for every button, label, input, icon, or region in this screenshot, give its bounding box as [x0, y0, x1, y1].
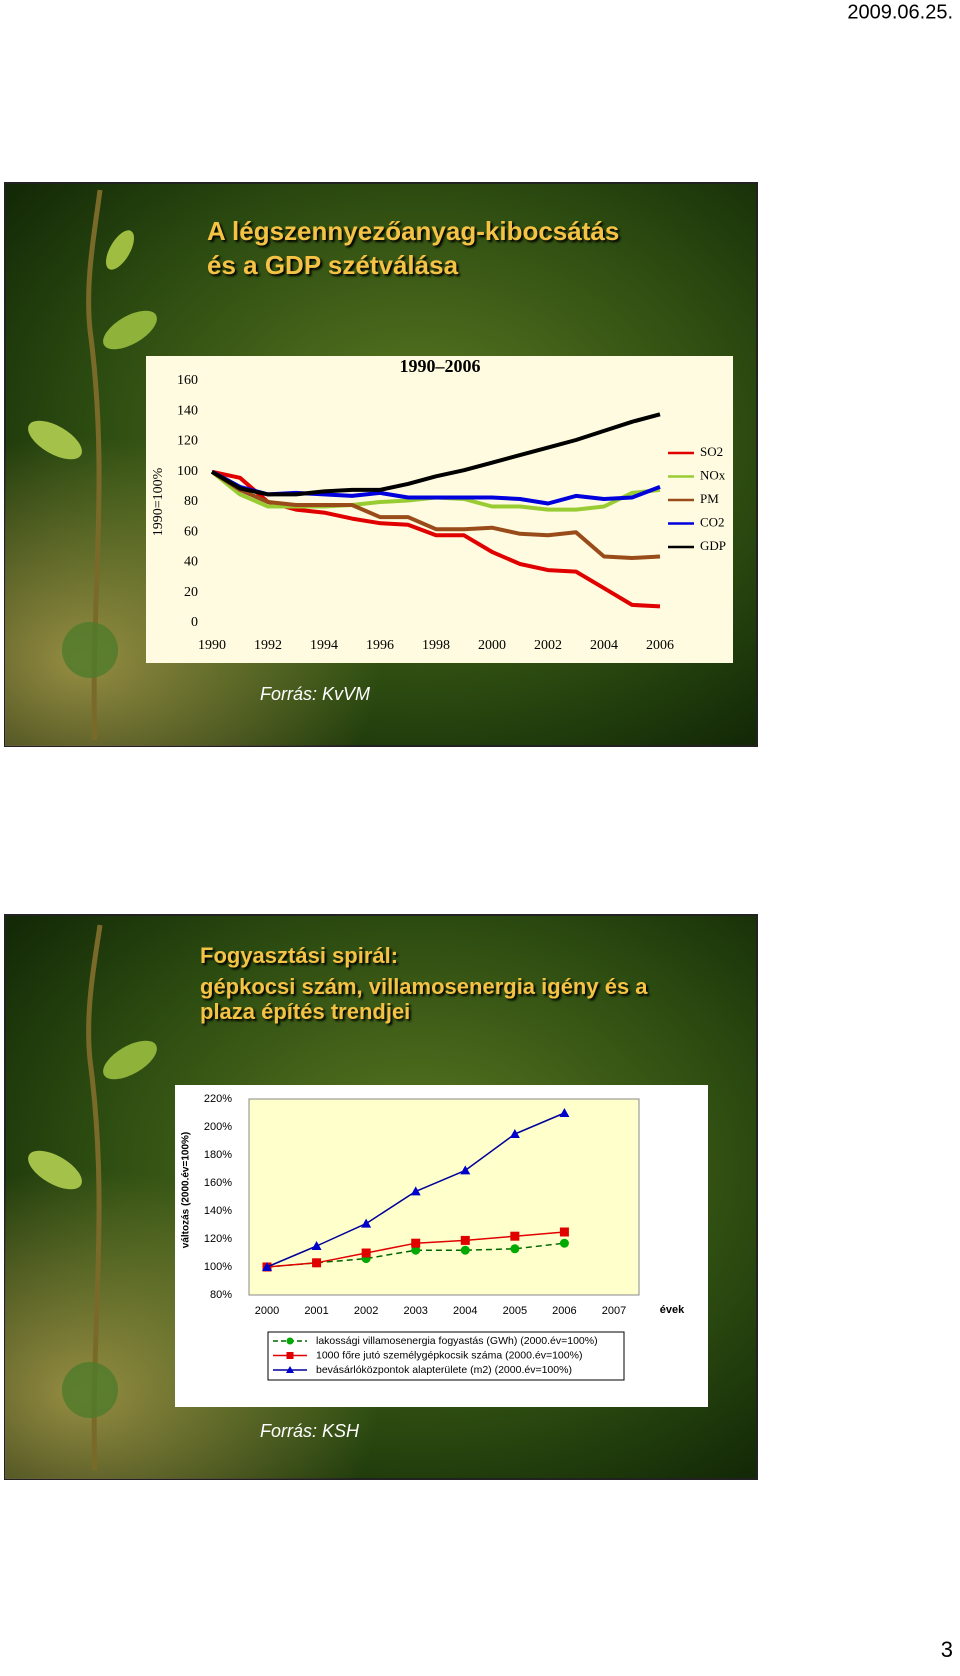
marker	[411, 1245, 421, 1255]
x-tick-label: 1998	[422, 638, 450, 653]
marker	[559, 1108, 570, 1117]
date: 2009.06.25.	[847, 1, 953, 23]
legend-label: PM	[700, 491, 719, 506]
x-tick-label: 1996	[366, 638, 394, 653]
marker	[312, 1258, 322, 1268]
marker	[559, 1227, 569, 1237]
marker	[510, 1231, 520, 1241]
y-tick-label: 160	[177, 373, 198, 388]
legend-label: GDP	[700, 538, 726, 553]
marker	[509, 1129, 520, 1138]
marker	[410, 1186, 421, 1196]
x-tick-label: 2001	[304, 1305, 328, 1317]
x-axis-label: évek	[660, 1304, 685, 1316]
x-tick-label: 1990	[198, 638, 226, 653]
y-tick-label: 80%	[210, 1289, 232, 1301]
slide-title: Fogyasztási spirál:	[200, 943, 398, 968]
legend-marker	[286, 1337, 294, 1345]
legend-label: bevásárlóközpontok alapterülete (m2) (20…	[316, 1364, 572, 1376]
y-tick-label: 120	[177, 434, 198, 449]
slide-title: A légszennyezőanyag-kibocsátás	[207, 216, 619, 246]
legend-label: CO2	[700, 514, 725, 529]
x-tick-label: 2000	[478, 638, 506, 653]
legend-marker	[286, 1352, 294, 1359]
source: Forrás: KSH	[260, 1421, 360, 1441]
legend-marker	[286, 1366, 294, 1373]
marker	[361, 1218, 372, 1228]
legend-label: SO2	[700, 444, 723, 459]
marker	[559, 1238, 569, 1248]
y-tick-label: 100	[177, 464, 198, 479]
x-tick-label: 2004	[590, 638, 618, 653]
slide-title: gépkocsi szám, villamosenergia igény és …	[200, 974, 648, 999]
marker	[460, 1245, 470, 1255]
marker	[460, 1235, 470, 1245]
marker	[311, 1241, 322, 1250]
leaf	[106, 230, 134, 270]
x-tick-label: 2002	[354, 1305, 378, 1317]
chart-title: 1990–2006	[400, 356, 481, 376]
y-tick-label: 20	[184, 585, 198, 600]
marker	[510, 1244, 520, 1254]
y-tick-label: 120%	[204, 1233, 232, 1245]
slide: A légszennyezőanyag-kibocsátás és a GDP …	[4, 182, 758, 747]
slide-title: plaza építés trendjei	[200, 999, 410, 1024]
series-line	[210, 412, 661, 497]
y-tick-label: 140%	[204, 1205, 232, 1217]
chart-area	[146, 356, 733, 663]
x-tick-label: 2006	[552, 1305, 576, 1317]
marker	[262, 1262, 272, 1271]
slide: Fogyasztási spirál: gépkocsi szám, villa…	[4, 914, 758, 1480]
page-number: 3	[941, 1637, 953, 1662]
y-tick-label: 200%	[204, 1121, 232, 1133]
y-tick-label: 0	[191, 615, 198, 630]
globe	[62, 622, 118, 678]
y-tick-label: 100%	[204, 1261, 232, 1273]
marker	[411, 1238, 421, 1248]
y-tick-label: 60	[184, 524, 198, 539]
x-tick-label: 2007	[602, 1305, 626, 1317]
leaf	[28, 1150, 82, 1190]
x-tick-label: 2000	[255, 1305, 279, 1317]
x-tick-label: 2006	[646, 638, 674, 653]
x-tick-label: 1994	[310, 638, 338, 653]
leaf	[103, 1040, 157, 1080]
source: Forrás: KvVM	[260, 684, 370, 704]
x-tick-label: 2002	[534, 638, 562, 653]
marker	[460, 1165, 471, 1175]
plot-area	[248, 1098, 640, 1296]
legend-label: NOx	[700, 467, 726, 482]
marker	[361, 1248, 371, 1258]
y-tick-label: 40	[184, 555, 198, 570]
series-line	[210, 470, 661, 560]
leaf	[103, 310, 157, 350]
leaf	[28, 420, 82, 460]
slide-title: és a GDP szétválása	[207, 250, 459, 280]
x-tick-label: 2004	[453, 1305, 477, 1317]
y-tick-label: 180%	[204, 1149, 232, 1161]
y-tick-label: 220%	[204, 1093, 232, 1105]
y-axis-label: változás (2000.év=100%)	[181, 1132, 192, 1248]
legend-label: 1000 főre jutó személygépkocsik száma (2…	[316, 1349, 582, 1361]
y-tick-label: 80	[184, 494, 198, 509]
y-axis-label: 1990=100%	[151, 467, 166, 536]
y-tick-label: 140	[177, 403, 198, 418]
x-tick-label: 2005	[503, 1305, 527, 1317]
x-tick-label: 1992	[254, 638, 282, 653]
globe	[62, 1362, 118, 1418]
x-tick-label: 2003	[403, 1305, 427, 1317]
legend-box	[267, 1331, 625, 1381]
y-tick-label: 160%	[204, 1177, 232, 1189]
legend-label: lakossági villamosenergia fogyastás (GWh…	[316, 1335, 598, 1347]
